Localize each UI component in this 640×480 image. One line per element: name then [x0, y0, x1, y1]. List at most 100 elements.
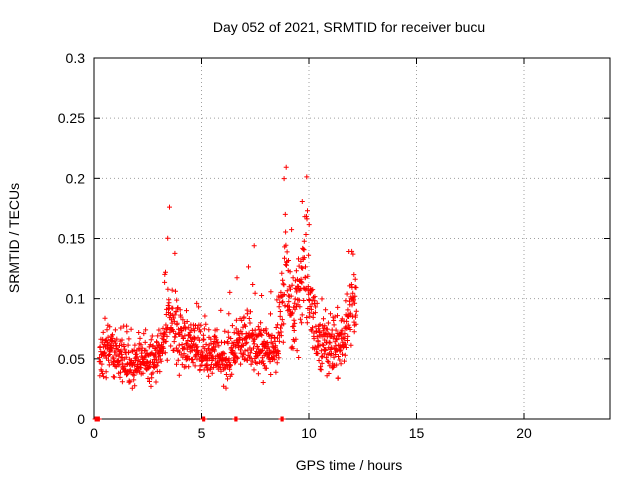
- data-point: [288, 286, 293, 292]
- data-point: [248, 361, 254, 367]
- data-point: [334, 362, 340, 368]
- data-point: [304, 315, 310, 320]
- data-point: [140, 370, 146, 376]
- data-point: [136, 346, 142, 352]
- data-point: [143, 327, 149, 333]
- data-point: [102, 315, 108, 321]
- y-tick-label: 0.3: [66, 50, 86, 66]
- data-point: [283, 164, 289, 170]
- data-point: [279, 317, 285, 323]
- data-point: [106, 362, 112, 368]
- data-point: [304, 320, 310, 326]
- data-point: [162, 350, 168, 356]
- data-point: [319, 360, 325, 366]
- data-point: [327, 340, 333, 346]
- data-point: [321, 342, 326, 348]
- data-point: [280, 277, 286, 283]
- data-point: [216, 343, 222, 349]
- data-point: [251, 367, 257, 373]
- data-point: [292, 300, 298, 306]
- data-point: [237, 336, 243, 342]
- data-point: [222, 340, 227, 346]
- data-point: [350, 290, 356, 296]
- data-point: [343, 341, 349, 347]
- data-point: [114, 336, 120, 342]
- data-point: [119, 351, 125, 357]
- data-point: [282, 211, 288, 217]
- data-point: [226, 359, 232, 365]
- data-point: [280, 299, 286, 305]
- data-point: [342, 352, 348, 358]
- data-point: [208, 340, 214, 346]
- data-point: [131, 347, 137, 353]
- data-point: [171, 348, 177, 353]
- data-point: [284, 288, 290, 294]
- data-point: [326, 371, 332, 376]
- data-point: [142, 339, 148, 345]
- data-point: [138, 365, 144, 371]
- data-point: [184, 308, 189, 314]
- data-point: [268, 311, 273, 317]
- data-point: [263, 365, 269, 371]
- data-point: [155, 360, 161, 366]
- data-point: [192, 363, 198, 369]
- data-point: [141, 331, 147, 337]
- data-point: [251, 345, 256, 351]
- data-point: [352, 300, 358, 306]
- data-point: [250, 282, 256, 287]
- data-point: [111, 374, 117, 380]
- data-point: [177, 349, 182, 355]
- data-point: [116, 362, 122, 368]
- data-point: [299, 280, 305, 286]
- data-point: [213, 355, 219, 361]
- data-point: [124, 323, 130, 329]
- data-point: [146, 344, 152, 350]
- data-point: [225, 329, 231, 335]
- data-point: [248, 309, 253, 315]
- data-point: [176, 372, 182, 378]
- data-point: [119, 379, 125, 385]
- data-point: [335, 313, 340, 319]
- data-point: [351, 329, 357, 335]
- data-point: [326, 359, 332, 365]
- data-point: [315, 339, 321, 345]
- data-point: [335, 375, 341, 381]
- data-point: [291, 323, 297, 329]
- data-point: [287, 269, 293, 275]
- data-point: [162, 271, 168, 277]
- x-axis-label: GPS time / hours: [296, 457, 403, 473]
- data-point: [343, 298, 349, 304]
- data-point: [233, 317, 239, 323]
- data-point: [174, 297, 180, 303]
- data-point: [344, 291, 350, 297]
- data-point: [352, 293, 358, 299]
- data-point: [244, 311, 250, 317]
- data-point: [301, 247, 307, 253]
- data-point: [97, 373, 103, 379]
- data-point: [194, 344, 200, 350]
- data-point: [171, 318, 177, 324]
- data-point: [244, 339, 250, 345]
- gridlines: [94, 58, 610, 419]
- data-point: [260, 358, 266, 364]
- data-point: [351, 272, 357, 278]
- y-tick-label: 0.1: [66, 291, 86, 307]
- data-point: [265, 344, 271, 350]
- data-point: [118, 357, 124, 363]
- data-point: [124, 329, 130, 335]
- data-point: [304, 174, 310, 180]
- data-point: [223, 385, 229, 391]
- data-point: [294, 348, 300, 354]
- data-point: [206, 327, 212, 333]
- x-tick-label: 20: [516, 425, 532, 441]
- data-point: [347, 327, 353, 332]
- data-point: [128, 326, 134, 332]
- data-point: [214, 327, 220, 333]
- data-point: [317, 322, 323, 328]
- data-point: [100, 329, 106, 335]
- y-tick-label: 0.2: [66, 170, 86, 186]
- data-point: [168, 343, 174, 349]
- data-point: [293, 336, 299, 342]
- data-point: [196, 304, 202, 310]
- data-point: [131, 372, 137, 378]
